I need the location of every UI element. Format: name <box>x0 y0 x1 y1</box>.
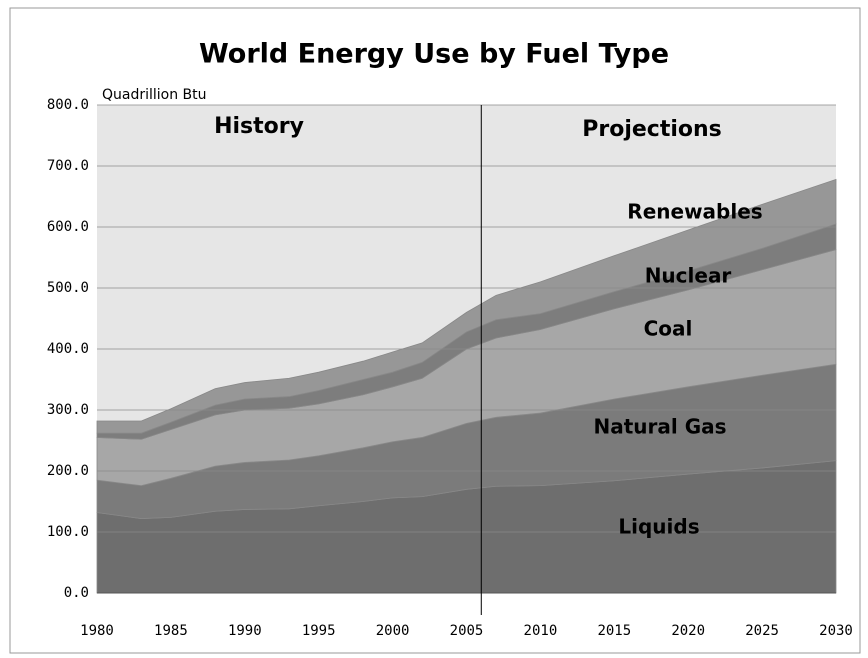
x-tick-label: 2025 <box>745 623 779 639</box>
area <box>96 178 837 434</box>
x-tick-label: 1990 <box>228 623 262 639</box>
x-tick-label: 2010 <box>524 623 558 639</box>
y-tick-label: 300.0 <box>47 402 89 418</box>
x-tick-label: 1980 <box>80 623 114 639</box>
y-tick-label: 400.0 <box>47 341 89 357</box>
annotation: Projections <box>582 117 722 142</box>
y-tick-label: 700.0 <box>47 158 89 174</box>
annotation: History <box>214 114 304 139</box>
x-tick-label: 2005 <box>450 623 484 639</box>
series-label: Nuclear <box>645 264 732 288</box>
y-axis-label: Quadrillion Btu <box>102 87 207 103</box>
x-tick-label: 2030 <box>819 623 853 639</box>
x-tick-label: 2015 <box>597 623 631 639</box>
x-tick-label: 2000 <box>376 623 410 639</box>
x-tick-label: 1995 <box>302 623 336 639</box>
series-label: Renewables <box>627 200 762 224</box>
y-tick-label: 500.0 <box>47 280 89 296</box>
series-label: Natural Gas <box>593 415 726 439</box>
chart-title: World Energy Use by Fuel Type <box>199 39 669 70</box>
series-label: Liquids <box>618 515 699 539</box>
series-label: Coal <box>644 317 693 341</box>
y-tick-label: 0.0 <box>64 585 89 601</box>
y-tick-label: 100.0 <box>47 524 89 540</box>
x-tick-label: 2020 <box>671 623 705 639</box>
y-tick-label: 800.0 <box>47 97 89 113</box>
y-tick-label: 600.0 <box>47 219 89 235</box>
x-tick-label: 1985 <box>154 623 188 639</box>
y-tick-label: 200.0 <box>47 463 89 479</box>
